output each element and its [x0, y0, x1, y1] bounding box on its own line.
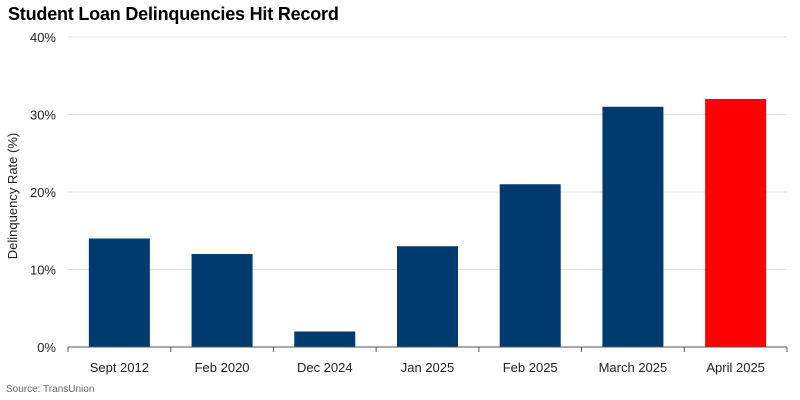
y-axis-ticks: 0% 10% 20% 30% 40%	[30, 30, 56, 355]
bar	[602, 106, 664, 347]
y-axis-label: Delinquency Rate (%)	[5, 133, 20, 259]
x-tick-label: Dec 2024	[297, 360, 353, 375]
y-tick-label: 30%	[30, 108, 56, 123]
source-note: Source: TransUnion	[6, 384, 95, 395]
y-tick-label: 10%	[30, 263, 56, 278]
gridlines	[68, 36, 787, 270]
x-tick-label: April 2025	[706, 360, 765, 375]
bar	[88, 238, 150, 347]
x-tick-label: Feb 2020	[195, 360, 250, 375]
chart-title: Student Loan Delinquencies Hit Record	[8, 4, 339, 24]
bar	[499, 184, 561, 347]
y-tick-label: 40%	[30, 30, 56, 45]
y-tick-label: 0%	[37, 340, 56, 355]
y-tick-label: 20%	[30, 185, 56, 200]
bar	[705, 99, 767, 347]
bar	[191, 254, 253, 347]
bar	[294, 331, 356, 347]
x-tick-label: March 2025	[599, 360, 668, 375]
bar	[397, 246, 458, 347]
x-axis: Sept 2012 Feb 2020 Dec 2024 Jan 2025 Feb 202…	[67, 346, 788, 375]
x-tick-label: Jan 2025	[401, 360, 455, 375]
x-tick-label: Feb 2025	[503, 360, 558, 375]
bars	[88, 99, 767, 347]
x-tick-label: Sept 2012	[90, 360, 149, 375]
